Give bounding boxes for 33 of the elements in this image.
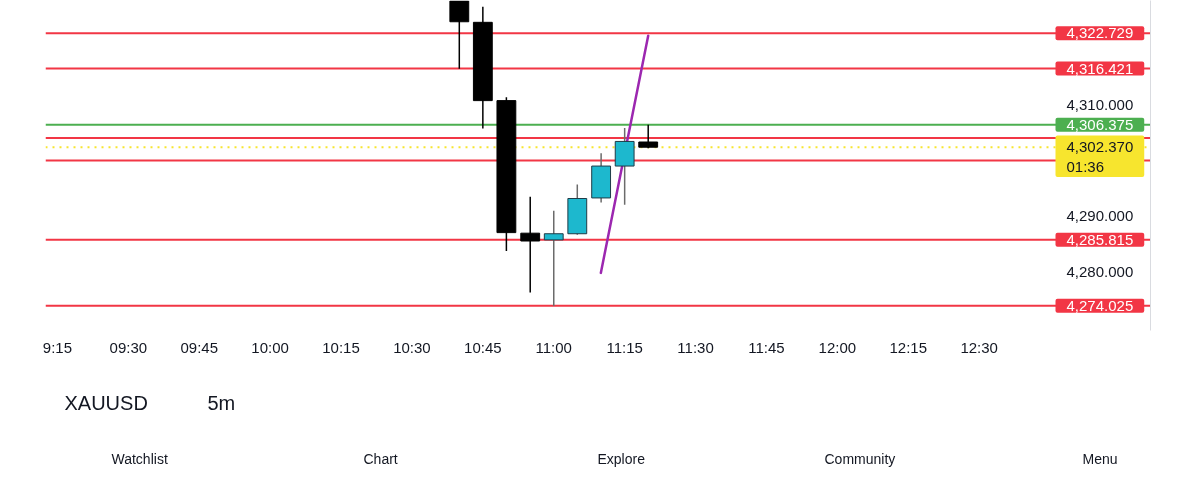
x-tick-label: 09:45 [180,338,218,356]
text: 5m [207,391,236,414]
x-tick-label: 11:15 [606,338,643,356]
x-tick-label: 12:30 [960,338,998,356]
text: XAUUSD [64,391,148,414]
text: Community [824,450,896,467]
x-tick-label: 11:00 [535,338,572,356]
x-tick-label: 12:15 [889,338,928,356]
ref-line-label: 4,285.815 [1066,230,1134,248]
ref-line-label: 4,302.370 01:36 [1066,137,1134,175]
candlestick [449,0,470,70]
x-tick-label: 10:00 [251,338,289,356]
x-tick-label: 11:45 [748,338,785,356]
y-tick-label: 4,310.000 [1066,95,1134,113]
x-tick-label: 11:30 [677,338,714,356]
text: Chart [363,450,398,467]
candlestick [520,196,541,294]
ref-line-label: 4,306.375 [1066,115,1134,133]
y-tick-label: 4,290.000 [1066,207,1134,225]
x-tick-label: 10:45 [464,338,502,356]
text: Explore [597,450,646,467]
ref-line-label: 4,316.421 [1066,59,1134,77]
x-tick-label: 9:15 [42,338,73,356]
ref-line-label: 4,322.729 [1066,24,1134,42]
y-tick-label: 4,280.000 [1066,263,1134,281]
x-tick-label: 09:30 [109,338,148,356]
candlestick [543,210,564,307]
x-tick-label: 10:30 [393,338,431,356]
text: Watchlist [111,450,168,467]
text: Menu [1082,450,1118,467]
x-tick-label: 12:00 [818,338,857,356]
ref-line-label: 4,274.025 [1066,296,1134,314]
x-tick-label: 10:15 [322,338,360,356]
